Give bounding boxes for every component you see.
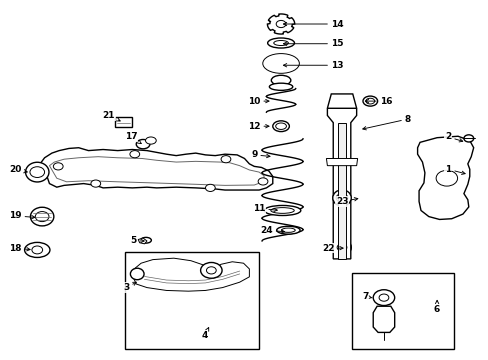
Ellipse shape — [271, 75, 290, 85]
Polygon shape — [326, 158, 357, 166]
Text: 15: 15 — [283, 39, 343, 48]
Ellipse shape — [272, 121, 289, 132]
Circle shape — [372, 290, 394, 306]
Ellipse shape — [145, 137, 156, 144]
Text: 8: 8 — [362, 114, 410, 130]
Circle shape — [435, 170, 457, 186]
Ellipse shape — [130, 268, 144, 280]
Text: 16: 16 — [365, 96, 391, 105]
Polygon shape — [267, 14, 294, 34]
Circle shape — [258, 178, 267, 185]
Text: 21: 21 — [102, 111, 120, 121]
Ellipse shape — [264, 206, 300, 216]
Polygon shape — [327, 108, 356, 259]
Circle shape — [35, 212, 49, 222]
Text: 11: 11 — [252, 204, 277, 213]
Text: 14: 14 — [283, 19, 343, 28]
Text: 19: 19 — [9, 211, 35, 220]
Circle shape — [200, 262, 222, 278]
Polygon shape — [39, 148, 272, 190]
Circle shape — [32, 246, 42, 254]
Circle shape — [30, 167, 44, 177]
Polygon shape — [417, 136, 473, 220]
Text: 17: 17 — [125, 132, 141, 144]
Bar — [351, 273, 453, 348]
Polygon shape — [327, 94, 356, 108]
Bar — [125, 252, 259, 348]
Ellipse shape — [270, 208, 294, 213]
Text: 12: 12 — [247, 122, 268, 131]
Circle shape — [335, 194, 347, 202]
Ellipse shape — [269, 83, 292, 90]
Polygon shape — [372, 306, 394, 332]
Text: 22: 22 — [322, 244, 343, 253]
Text: 20: 20 — [9, 165, 27, 174]
Ellipse shape — [365, 98, 374, 104]
Text: 10: 10 — [247, 96, 268, 105]
Text: 5: 5 — [130, 237, 144, 246]
Circle shape — [205, 184, 215, 192]
Bar — [115, 117, 132, 127]
Ellipse shape — [141, 237, 151, 243]
Ellipse shape — [262, 54, 299, 73]
Text: 18: 18 — [9, 244, 30, 253]
Polygon shape — [49, 157, 264, 185]
Ellipse shape — [264, 57, 297, 70]
Ellipse shape — [275, 123, 286, 130]
Ellipse shape — [25, 162, 49, 182]
Ellipse shape — [332, 239, 350, 256]
Circle shape — [53, 163, 63, 170]
Text: 24: 24 — [260, 226, 284, 235]
Circle shape — [276, 21, 285, 28]
Ellipse shape — [30, 207, 54, 226]
Text: 7: 7 — [362, 292, 371, 301]
Ellipse shape — [276, 226, 300, 234]
Text: 2: 2 — [444, 132, 462, 142]
Bar — [337, 123, 345, 259]
Ellipse shape — [267, 38, 294, 48]
Ellipse shape — [332, 190, 350, 206]
Ellipse shape — [24, 242, 50, 257]
Ellipse shape — [281, 228, 295, 232]
Ellipse shape — [136, 139, 150, 149]
Circle shape — [463, 135, 473, 142]
Circle shape — [221, 156, 230, 163]
Ellipse shape — [273, 41, 288, 45]
Ellipse shape — [268, 59, 293, 68]
Text: 3: 3 — [123, 282, 136, 292]
Text: 23: 23 — [335, 197, 357, 206]
Polygon shape — [133, 258, 249, 291]
Circle shape — [206, 267, 216, 274]
Text: 13: 13 — [283, 61, 343, 70]
Text: 6: 6 — [433, 300, 439, 314]
Text: 1: 1 — [444, 165, 464, 175]
Circle shape — [378, 294, 388, 301]
Ellipse shape — [362, 96, 377, 106]
Circle shape — [91, 180, 101, 187]
Circle shape — [336, 244, 346, 251]
Circle shape — [130, 150, 140, 158]
Polygon shape — [138, 238, 147, 244]
Text: 9: 9 — [250, 150, 269, 159]
Text: 4: 4 — [201, 328, 208, 341]
